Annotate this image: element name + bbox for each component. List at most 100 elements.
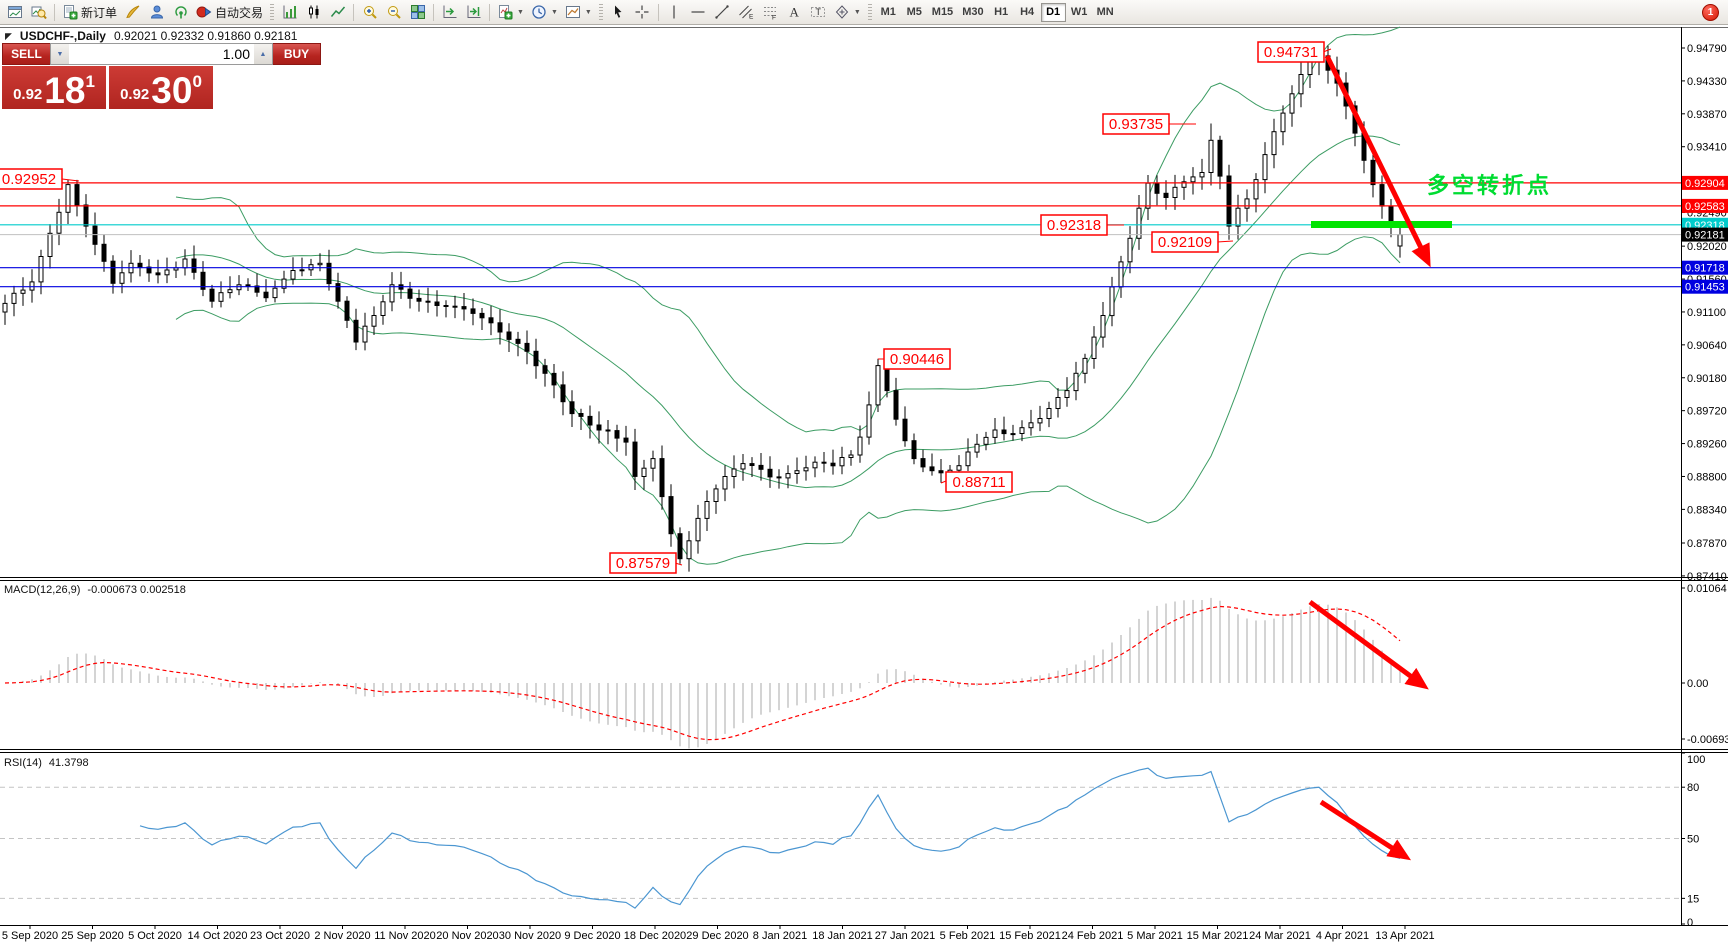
sell-price-pips: 18 bbox=[44, 69, 86, 111]
svg-text:0: 0 bbox=[1687, 917, 1693, 929]
svg-text:0.92952: 0.92952 bbox=[2, 171, 56, 188]
toolbar-grip[interactable] bbox=[598, 3, 603, 21]
trend-arrow-rsi[interactable] bbox=[1319, 799, 1412, 861]
text-icon: A bbox=[790, 5, 800, 20]
cursor-button[interactable] bbox=[607, 2, 630, 23]
timeframe-h1-button[interactable]: H1 bbox=[994, 6, 1009, 18]
candle-chart-button[interactable] bbox=[302, 2, 325, 23]
autotrading-icon bbox=[196, 6, 212, 18]
profiles-button[interactable] bbox=[27, 2, 50, 23]
time-axis[interactable]: 5 Sep 2020 25 Sep 2020 5 Oct 2020 14 Oct 20… bbox=[2, 925, 1435, 942]
one-click-trading-toggle[interactable]: ◤ bbox=[5, 30, 12, 41]
autotrading-button[interactable]: 自动交易 bbox=[193, 2, 266, 23]
timeframe-d1-button[interactable]: D1 bbox=[1040, 2, 1066, 22]
dropdown-caret-icon: ▼ bbox=[584, 8, 592, 16]
timeframe-m5-button[interactable]: M5 bbox=[906, 6, 922, 18]
bar-chart-icon bbox=[283, 5, 297, 19]
timeframe-m30-button[interactable]: M30 bbox=[962, 6, 984, 18]
chart-window-button[interactable] bbox=[3, 2, 26, 23]
trendline-icon bbox=[715, 5, 730, 19]
sell-price-prefix: 0.92 bbox=[13, 86, 43, 103]
trend-arrow-macd[interactable] bbox=[1308, 599, 1429, 690]
candle-chart-icon bbox=[308, 5, 319, 19]
svg-text:5 Sep 2020: 5 Sep 2020 bbox=[2, 930, 58, 942]
hline-icon bbox=[691, 11, 705, 13]
svg-text:0.87870: 0.87870 bbox=[1687, 538, 1727, 550]
bar-chart-button[interactable] bbox=[278, 2, 301, 23]
price-callout[interactable]: 0.92318 bbox=[1040, 214, 1124, 236]
svg-text:0.94731: 0.94731 bbox=[1264, 44, 1318, 61]
price-callout[interactable]: 0.92109 bbox=[1151, 231, 1234, 253]
macd-values: -0.000673 0.002518 bbox=[87, 584, 186, 596]
svg-text:0.92318: 0.92318 bbox=[1047, 217, 1101, 234]
vline-button[interactable] bbox=[663, 2, 686, 23]
indicators-button[interactable]: ▼ bbox=[494, 2, 527, 23]
volume-input[interactable] bbox=[69, 44, 254, 64]
price-callout[interactable]: 0.93735 bbox=[1102, 113, 1196, 135]
cursor-icon bbox=[615, 5, 622, 18]
chart-objects: 0.92952 0.93735 0.94731 0.92318 0.92109 0.904… bbox=[0, 41, 1552, 861]
zoom-in-button[interactable] bbox=[358, 2, 381, 23]
sell-button[interactable]: SELL bbox=[2, 43, 50, 65]
signals-button[interactable] bbox=[169, 2, 192, 23]
text-button[interactable]: A bbox=[783, 2, 806, 23]
buy-price-display[interactable]: 0.92 30 0 bbox=[109, 66, 213, 109]
chart-canvas[interactable]: 0.947900.943300.938700.934100.924900.920… bbox=[0, 26, 1728, 942]
price-callout[interactable]: 0.87579 bbox=[609, 552, 683, 574]
svg-text:15 Feb 2021: 15 Feb 2021 bbox=[999, 930, 1061, 942]
quill-button[interactable] bbox=[121, 2, 144, 23]
toolbar-grip[interactable] bbox=[867, 3, 872, 21]
rsi-indicator-label: RSI(14) 41.3798 bbox=[4, 757, 89, 769]
trend-arrow-main[interactable] bbox=[1324, 54, 1431, 268]
volume-decrease-button[interactable]: ▼ bbox=[51, 44, 69, 64]
templates-button[interactable]: ▼ bbox=[562, 2, 595, 23]
svg-text:0.94790: 0.94790 bbox=[1687, 43, 1727, 55]
channel-button[interactable]: E bbox=[735, 2, 758, 23]
auto-scroll-button[interactable] bbox=[438, 2, 461, 23]
timeframe-h4-button[interactable]: H4 bbox=[1020, 6, 1035, 18]
label-button[interactable]: T bbox=[807, 2, 830, 23]
notification-badge[interactable]: 1 bbox=[1702, 3, 1719, 21]
community-button[interactable] bbox=[145, 2, 168, 23]
new-order-button[interactable]: 新订单 bbox=[59, 2, 120, 23]
svg-text:15: 15 bbox=[1687, 893, 1699, 905]
timeframe-m1-button[interactable]: M1 bbox=[880, 6, 896, 18]
buy-button[interactable]: BUY bbox=[273, 43, 321, 65]
support-highlight-bar[interactable] bbox=[1311, 221, 1452, 228]
svg-text:F: F bbox=[772, 15, 776, 21]
toolbar-grip[interactable] bbox=[270, 3, 275, 21]
annotation-text[interactable]: 多空转折点 bbox=[1427, 173, 1552, 198]
toolbar-separator bbox=[657, 3, 659, 21]
zoom-out-button[interactable] bbox=[382, 2, 405, 23]
price-callout[interactable]: 0.94731 bbox=[1257, 41, 1332, 63]
hline-button[interactable] bbox=[687, 2, 710, 23]
timeframe-m15-button[interactable]: M15 bbox=[931, 6, 954, 18]
line-chart-button[interactable] bbox=[326, 2, 349, 23]
svg-text:0.91100: 0.91100 bbox=[1687, 307, 1726, 319]
indicators-icon bbox=[499, 5, 513, 20]
volume-increase-button[interactable]: ▲ bbox=[254, 44, 272, 64]
signals-icon bbox=[174, 6, 187, 19]
quill-icon bbox=[125, 5, 139, 19]
timeframe-w1-button[interactable]: W1 bbox=[1070, 6, 1088, 18]
fibonacci-button[interactable]: F bbox=[759, 2, 782, 23]
price-callout[interactable]: 0.88711 bbox=[940, 471, 1013, 493]
templates-icon bbox=[565, 6, 580, 18]
macd-axis[interactable]: 0.01064 0.00 -0.006934 bbox=[1681, 583, 1728, 746]
tile-windows-button[interactable] bbox=[406, 2, 429, 23]
svg-text:0.92583: 0.92583 bbox=[1685, 201, 1725, 213]
periods-button[interactable]: ▼ bbox=[528, 2, 561, 23]
rsi-axis[interactable]: 100 80 50 15 0 bbox=[1681, 752, 1705, 929]
sell-price-display[interactable]: 0.92 18 1 bbox=[2, 66, 106, 109]
price-axis[interactable]: 0.947900.943300.938700.934100.924900.920… bbox=[1681, 43, 1728, 583]
svg-text:0.91718: 0.91718 bbox=[1685, 263, 1725, 275]
shapes-button[interactable]: ▼ bbox=[831, 2, 864, 23]
timeframe-mn-button[interactable]: MN bbox=[1096, 6, 1114, 18]
price-callout[interactable]: 0.90446 bbox=[878, 348, 951, 370]
chart-shift-button[interactable] bbox=[462, 2, 485, 23]
crosshair-button[interactable] bbox=[631, 2, 654, 23]
trendline-button[interactable] bbox=[711, 2, 734, 23]
price-callout[interactable]: 0.92952 bbox=[0, 168, 80, 190]
auto-scroll-icon bbox=[443, 5, 457, 18]
